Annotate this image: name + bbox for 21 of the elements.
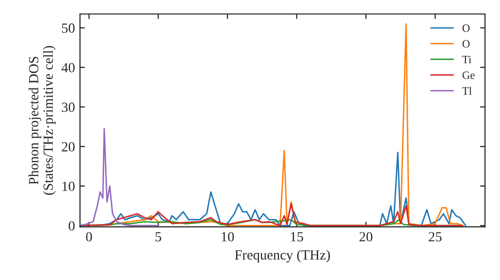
- line-series: [81, 203, 464, 226]
- y-tick-label: 30: [62, 102, 75, 112]
- y-tick-label: 50: [62, 23, 75, 33]
- legend-label: Tl: [462, 86, 472, 95]
- x-tick-label: 0: [86, 232, 92, 242]
- x-tick-label: 20: [360, 232, 372, 242]
- line-series: [81, 128, 159, 226]
- legend-label: O: [462, 24, 470, 32]
- y-tick-label: 10: [62, 182, 75, 192]
- y-tick-label: 40: [62, 62, 75, 72]
- x-tick-label: 5: [156, 232, 162, 242]
- x-axis-title: Frequency (THz): [234, 250, 330, 262]
- x-tick-label: 15: [290, 232, 304, 242]
- y-tick-label: 20: [62, 142, 75, 152]
- x-tick-label: 25: [428, 232, 442, 242]
- legend-label: Ge: [462, 72, 475, 79]
- legend-label: O: [462, 40, 470, 48]
- y-axis-title: Phonon projected DOS (States/THz·primitive cell): [28, 46, 56, 195]
- legend-label: Ti: [462, 56, 472, 64]
- y-tick-label: 0: [68, 221, 75, 231]
- x-tick-label: 10: [222, 232, 234, 242]
